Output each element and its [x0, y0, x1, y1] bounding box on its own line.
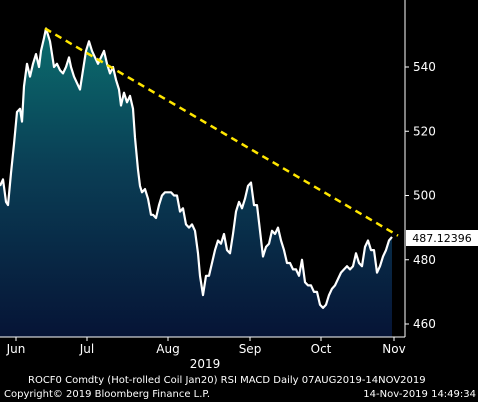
x-tick-label: Jul	[79, 342, 94, 356]
footer-description: ROCF0 Comdty (Hot-rolled Coil Jan20) RSI…	[28, 375, 426, 386]
last-value-marker: 487.12396	[406, 230, 478, 246]
footer-copyright: Copyright© 2019 Bloomberg Finance L.P.	[4, 389, 210, 400]
y-tick-label: 460	[413, 317, 436, 331]
y-tick-label: 520	[413, 124, 436, 138]
x-tick-label: Jun	[6, 342, 26, 356]
trend-line	[44, 27, 399, 237]
price-area-fill	[0, 28, 392, 337]
y-tick-label: 540	[413, 60, 436, 74]
y-tick-label: 480	[413, 253, 436, 267]
x-tick-label: Aug	[156, 342, 179, 356]
x-axis-year: 2019	[190, 357, 221, 371]
last-value-box	[406, 230, 478, 246]
y-tick-label: 500	[413, 189, 436, 203]
last-value-label: 487.12396	[412, 232, 472, 245]
x-tick-label: Oct	[311, 342, 332, 356]
price-line	[0, 27, 393, 309]
footer-timestamp: 14-Nov-2019 14:49:34	[363, 389, 476, 400]
x-tick-label: Sep	[239, 342, 262, 356]
x-tick-label: Nov	[382, 342, 405, 356]
